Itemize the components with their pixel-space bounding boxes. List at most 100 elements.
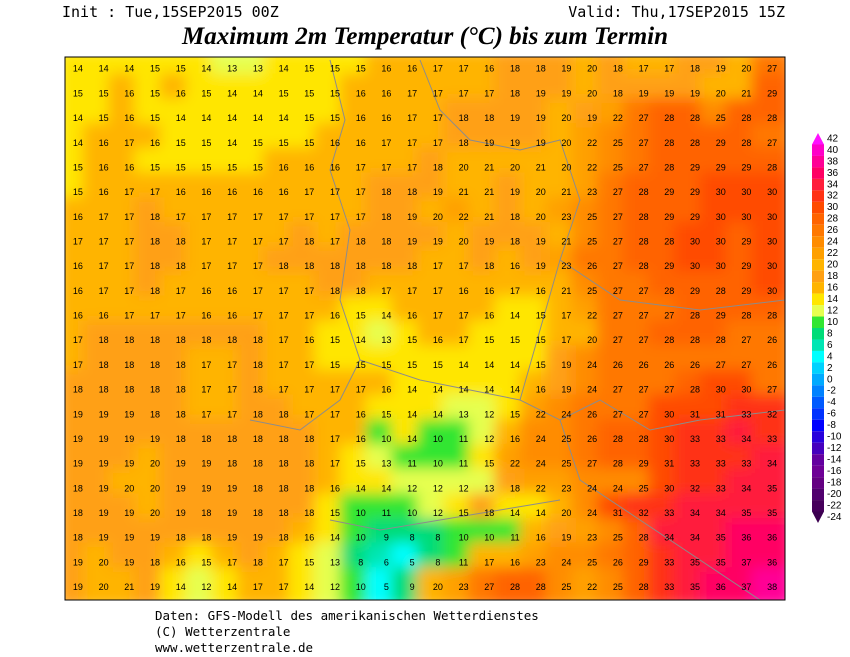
temperature-value: 20 xyxy=(587,64,597,74)
temperature-value: 16 xyxy=(176,557,186,567)
temperature-value: 20 xyxy=(587,335,597,345)
temperature-value: 17 xyxy=(356,212,366,222)
temperature-value: 17 xyxy=(330,385,340,395)
temperature-value: 17 xyxy=(99,286,109,296)
temperature-value: 20 xyxy=(433,212,443,222)
temperature-value: 17 xyxy=(304,360,314,370)
temperature-value: 20 xyxy=(561,162,571,172)
temperature-value: 12 xyxy=(330,582,340,592)
legend-label: 24 xyxy=(827,237,839,248)
temperature-value: 17 xyxy=(330,212,340,222)
temperature-value: 18 xyxy=(253,557,263,567)
temperature-value: 35 xyxy=(716,533,726,543)
temperature-value: 28 xyxy=(767,113,777,123)
temperature-value: 21 xyxy=(459,187,469,197)
temperature-value: 13 xyxy=(381,335,391,345)
temperature-value: 23 xyxy=(536,557,546,567)
temperature-value: 18 xyxy=(73,508,83,518)
temperature-value: 14 xyxy=(510,508,520,518)
temperature-value: 19 xyxy=(561,533,571,543)
temperature-value: 22 xyxy=(613,113,623,123)
temperature-value: 10 xyxy=(459,533,469,543)
footer-line: www.wetterzentrale.de xyxy=(155,640,313,655)
legend-label: -10 xyxy=(827,432,842,443)
temperature-value: 6 xyxy=(384,557,389,567)
temperature-value: 29 xyxy=(664,212,674,222)
temperature-value: 16 xyxy=(536,286,546,296)
temperature-value: 14 xyxy=(510,360,520,370)
temperature-value: 19 xyxy=(124,434,134,444)
temperature-value: 18 xyxy=(253,434,263,444)
temperature-value: 18 xyxy=(304,483,314,493)
legend-swatch xyxy=(812,316,824,328)
temperature-value: 15 xyxy=(201,138,211,148)
legend-label: 12 xyxy=(827,305,839,316)
legend-swatch xyxy=(812,270,824,283)
temperature-value: 27 xyxy=(639,385,649,395)
temperature-value: 18 xyxy=(253,409,263,419)
legend-label: 0 xyxy=(827,374,833,385)
temperature-value: 19 xyxy=(587,113,597,123)
temperature-value: 20 xyxy=(741,64,751,74)
temperature-value: 15 xyxy=(73,88,83,98)
temperature-value: 34 xyxy=(690,533,700,543)
temperature-value: 16 xyxy=(253,187,263,197)
temperature-value: 14 xyxy=(227,138,237,148)
temperature-value: 25 xyxy=(613,533,623,543)
legend-label: 34 xyxy=(827,179,839,190)
temperature-value: 18 xyxy=(510,212,520,222)
temperature-value: 11 xyxy=(407,459,416,469)
temperature-value: 17 xyxy=(227,385,237,395)
temperature-value: 32 xyxy=(767,409,777,419)
temperature-value: 16 xyxy=(510,261,520,271)
temperature-value: 28 xyxy=(639,582,649,592)
temperature-value: 17 xyxy=(304,212,314,222)
temperature-value: 25 xyxy=(613,138,623,148)
temperature-value: 29 xyxy=(741,162,751,172)
temperature-value: 27 xyxy=(613,261,623,271)
legend-label: 36 xyxy=(827,168,839,179)
temperature-value: 17 xyxy=(279,335,289,345)
temperature-value: 17 xyxy=(150,311,160,321)
temperature-value: 21 xyxy=(561,187,571,197)
temperature-value: 14 xyxy=(279,113,289,123)
legend-label: 18 xyxy=(827,271,839,282)
temperature-value: 17 xyxy=(433,138,443,148)
temperature-value: 18 xyxy=(124,385,134,395)
temperature-value: 30 xyxy=(767,286,777,296)
legend-swatch xyxy=(812,511,824,523)
temperature-value: 18 xyxy=(150,236,160,246)
temperature-value: 30 xyxy=(741,187,751,197)
temperature-value: 34 xyxy=(716,508,726,518)
temperature-value: 17 xyxy=(201,360,211,370)
temperature-value: 17 xyxy=(279,212,289,222)
temperature-value: 33 xyxy=(690,434,700,444)
temperature-value: 14 xyxy=(253,88,263,98)
legend-label: -4 xyxy=(827,397,836,408)
temperature-value: 21 xyxy=(484,162,494,172)
temperature-value: 15 xyxy=(227,162,237,172)
temperature-value: 16 xyxy=(201,311,211,321)
temperature-value: 15 xyxy=(356,311,366,321)
temperature-value: 30 xyxy=(716,187,726,197)
temperature-value: 14 xyxy=(330,533,340,543)
temperature-value: 16 xyxy=(484,311,494,321)
temperature-value: 17 xyxy=(227,557,237,567)
legend-label: -6 xyxy=(827,409,836,420)
temperature-value: 28 xyxy=(664,138,674,148)
temperature-value: 20 xyxy=(536,187,546,197)
temperature-value: 20 xyxy=(99,557,109,567)
temperature-value: 15 xyxy=(201,88,211,98)
temperature-value: 15 xyxy=(176,64,186,74)
temperature-value: 25 xyxy=(561,459,571,469)
temperature-value: 15 xyxy=(201,557,211,567)
temperature-value: 14 xyxy=(484,385,494,395)
temperature-value: 28 xyxy=(664,335,674,345)
temperature-value: 23 xyxy=(561,261,571,271)
temperature-value: 20 xyxy=(459,162,469,172)
temperature-value: 8 xyxy=(358,557,363,567)
temperature-value: 29 xyxy=(716,311,726,321)
temperature-value: 18 xyxy=(227,335,237,345)
temperature-value: 15 xyxy=(73,162,83,172)
temperature-value: 19 xyxy=(150,533,160,543)
